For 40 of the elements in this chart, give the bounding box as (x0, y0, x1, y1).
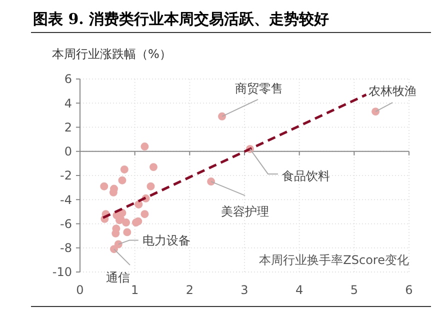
x-tick-label: 5 (350, 283, 358, 297)
x-tick-label: 3 (240, 283, 248, 297)
x-tick-label: 0 (76, 283, 84, 297)
x-axis-title: 本周行业换手率ZScore变化 (259, 253, 409, 267)
point (134, 200, 143, 208)
annotation: 通信 (106, 270, 130, 284)
y-tick-label: -8 (60, 241, 72, 256)
point (207, 178, 216, 186)
point (218, 112, 226, 120)
point (120, 165, 128, 174)
x-tick-label: 1 (131, 283, 139, 297)
annotation: 美容护理 (221, 204, 270, 219)
point (122, 218, 130, 227)
chart-title: 图表 9. 消费类行业本周交易活跃、走势较好 (33, 10, 330, 28)
x-tick-label: 4 (296, 283, 304, 297)
annotation: 食品饮料 (282, 169, 330, 184)
y-tick-label: -10 (52, 265, 72, 280)
point (110, 245, 118, 254)
annotation: 电力设备 (142, 233, 190, 248)
y-tick-label: -4 (60, 192, 72, 207)
y-tick-label: 2 (64, 120, 72, 134)
point (123, 228, 132, 236)
point (118, 176, 126, 184)
point (149, 163, 158, 172)
point (140, 210, 149, 218)
y-tick-label: 0 (64, 144, 72, 159)
point (134, 217, 142, 226)
x-tick-label: 6 (405, 283, 413, 297)
y-axis-title: 本周行业涨跌幅（%） (52, 47, 172, 61)
y-tick-label: 4 (64, 96, 72, 110)
annotation: 商贸零售 (235, 82, 284, 96)
point (372, 108, 380, 116)
point (100, 182, 108, 190)
point (146, 182, 155, 190)
x-tick-label: 2 (186, 283, 194, 297)
y-tick-label: -2 (60, 168, 72, 183)
point (140, 142, 149, 151)
y-tick-label: -6 (60, 216, 72, 231)
y-tick-label: 6 (64, 72, 72, 86)
annotation: 农林牧渔 (368, 84, 417, 98)
